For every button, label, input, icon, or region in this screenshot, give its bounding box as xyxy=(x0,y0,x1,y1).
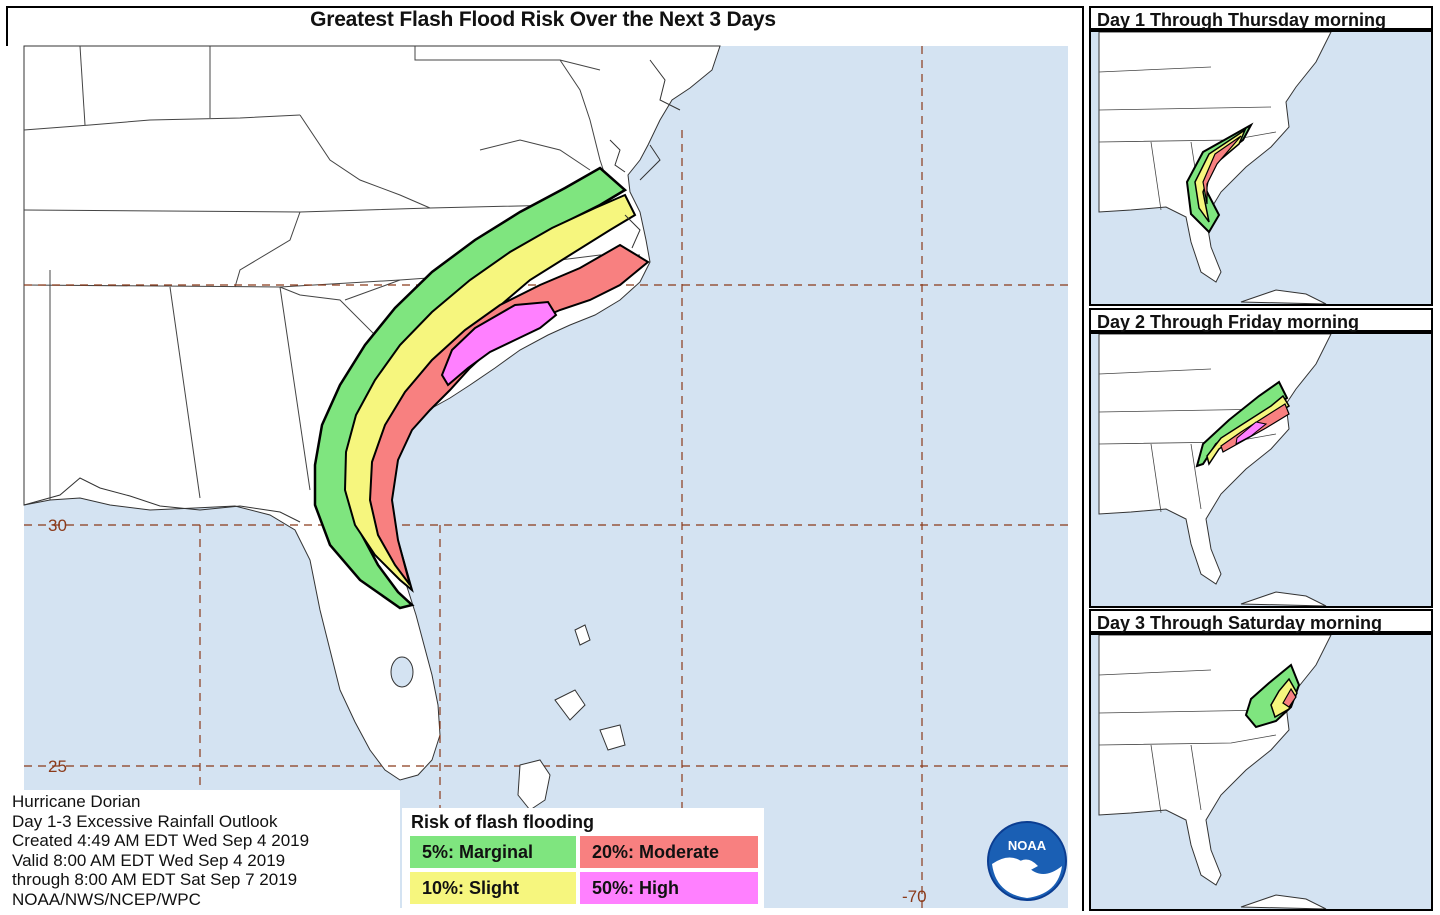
legend-high: 50%: High xyxy=(580,872,758,904)
inset-title-day2: Day 2 Through Friday morning xyxy=(1089,308,1433,332)
lat-label-30: 30 xyxy=(48,516,67,535)
lon-label-70: -70 xyxy=(902,887,927,906)
inset-map-day1 xyxy=(1089,30,1433,306)
inset-map-day3-svg xyxy=(1098,635,1332,909)
gulf-coast-line xyxy=(23,477,301,523)
map-frame-top xyxy=(6,6,1084,8)
risk-legend: Risk of flash flooding 5%: Marginal 20%:… xyxy=(402,808,764,912)
inset-title-day1: Day 1 Through Thursday morning xyxy=(1089,6,1433,30)
lat-label-25: 25 xyxy=(48,757,67,776)
legend-marginal: 5%: Marginal xyxy=(410,836,576,868)
state-boundaries xyxy=(23,45,640,500)
main-map: 30 25 -70 xyxy=(23,45,1068,908)
created-time: Created 4:49 AM EDT Wed Sep 4 2019 xyxy=(12,831,310,851)
issuing-agency: NOAA/NWS/NCEP/WPC xyxy=(12,889,201,909)
inset-map-day2 xyxy=(1089,332,1433,608)
coastline-detail xyxy=(609,59,681,249)
lake-okeechobee xyxy=(390,656,414,688)
bahamas-islands xyxy=(517,624,626,811)
noaa-logo: NOAA xyxy=(987,821,1067,901)
outlook-info-box: Hurricane Dorian Day 1-3 Excessive Rainf… xyxy=(6,790,400,910)
map-title: Greatest Flash Flood Risk Over the Next … xyxy=(310,8,776,31)
valid-start: Valid 8:00 AM EDT Wed Sep 4 2019 xyxy=(12,850,286,870)
legend-title: Risk of flash flooding xyxy=(411,812,594,832)
inset-title-day3: Day 3 Through Saturday morning xyxy=(1089,609,1433,633)
inset-map-day1-svg xyxy=(1098,32,1332,304)
legend-moderate: 20%: Moderate xyxy=(580,836,758,868)
outlook-type: Day 1-3 Excessive Rainfall Outlook xyxy=(12,811,278,831)
inset-map-day2-svg xyxy=(1098,334,1332,606)
valid-end: through 8:00 AM EDT Sat Sep 7 2019 xyxy=(12,870,298,890)
map-frame-right xyxy=(1082,6,1084,911)
storm-name: Hurricane Dorian xyxy=(12,792,141,811)
inset-map-day3 xyxy=(1089,633,1433,911)
noaa-logo-text: NOAA xyxy=(1008,838,1047,853)
risk-area-high xyxy=(440,300,558,387)
legend-slight: 10%: Slight xyxy=(410,872,576,904)
map-frame-left xyxy=(6,6,8,46)
risk-area-slight xyxy=(343,193,637,593)
